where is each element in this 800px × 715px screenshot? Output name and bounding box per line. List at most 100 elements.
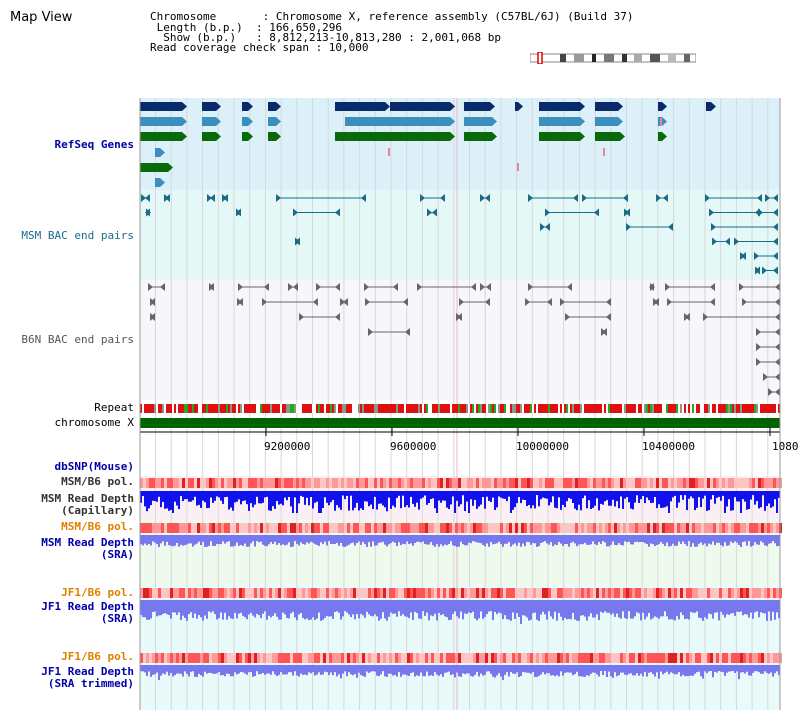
repeat-block <box>492 404 494 413</box>
dbsnp-label[interactable]: dbSNP(Mouse) <box>54 460 134 473</box>
gene-arrow <box>618 117 623 126</box>
polymorphism-cell <box>404 588 407 598</box>
polymorphism-cell <box>713 478 716 488</box>
depth-bar <box>542 535 544 543</box>
polymorphism-cell <box>497 478 500 488</box>
polymorphism-cell <box>269 523 272 533</box>
polymorphism-cell <box>716 653 719 663</box>
depth-bar <box>226 491 228 497</box>
polymorphism-cell <box>254 588 257 598</box>
depth-bar <box>736 600 738 612</box>
depth-bar <box>714 665 716 672</box>
polymorphism-cell <box>362 588 365 598</box>
msm-depth-capillary-label: MSM Read Depth (Capillary) <box>41 492 134 517</box>
depth-bar <box>732 665 734 671</box>
depth-bar <box>266 665 268 674</box>
depth-bar <box>486 600 488 615</box>
depth-bar <box>540 491 542 500</box>
b6n-bac-label[interactable]: B6N BAC end pairs <box>21 333 134 346</box>
bac-end <box>293 208 298 217</box>
polymorphism-cell <box>362 478 365 488</box>
polymorphism-cell <box>296 653 299 663</box>
polymorphism-cell <box>437 523 440 533</box>
depth-bar <box>298 491 300 504</box>
depth-bar <box>400 600 402 616</box>
polymorphism-cell <box>713 653 716 663</box>
depth-bar <box>326 600 328 616</box>
polymorphism-cell <box>230 478 233 488</box>
depth-bar <box>526 665 528 673</box>
repeat-block <box>712 404 714 413</box>
polymorphism-cell <box>203 653 206 663</box>
repeat-block <box>680 404 682 413</box>
depth-bar <box>468 600 470 613</box>
depth-bar <box>460 600 462 612</box>
polymorphism-cell <box>638 588 641 598</box>
msm-bac-label[interactable]: MSM BAC end pairs <box>21 229 134 242</box>
polymorphism-cell <box>533 653 536 663</box>
depth-bar <box>566 665 568 673</box>
depth-bar <box>332 665 334 676</box>
depth-bar <box>498 491 500 497</box>
depth-bar <box>236 600 238 619</box>
depth-bar <box>144 600 146 618</box>
depth-bar <box>636 491 638 496</box>
polymorphism-cell <box>737 653 740 663</box>
bac-end <box>656 194 661 202</box>
polymorphism-cell <box>284 653 287 663</box>
polymorphism-cell <box>173 653 176 663</box>
depth-bar <box>204 491 206 503</box>
polymorphism-cell <box>431 523 434 533</box>
jf1-pol-2-label: JF1/B6 pol. <box>61 650 134 663</box>
repeat-block <box>388 404 390 413</box>
polymorphism-cell <box>266 588 269 598</box>
polymorphism-cell <box>671 523 674 533</box>
bac-end <box>471 283 476 291</box>
repeat-block <box>186 404 188 413</box>
depth-bar <box>490 535 492 542</box>
depth-bar <box>466 600 468 614</box>
polymorphism-cell <box>239 588 242 598</box>
depth-bar <box>428 491 430 503</box>
depth-bar <box>768 665 770 674</box>
polymorphism-cell <box>509 653 512 663</box>
depth-bar <box>478 665 480 677</box>
polymorphism-cell <box>482 588 485 598</box>
repeat-block <box>576 404 578 413</box>
depth-bar <box>616 665 618 677</box>
polymorphism-cell <box>395 478 398 488</box>
chromosome-ideogram[interactable] <box>530 52 696 64</box>
polymorphism-cell <box>335 653 338 663</box>
depth-bar <box>750 535 752 547</box>
depth-bar <box>770 600 772 621</box>
bac-end <box>705 194 710 202</box>
polymorphism-cell <box>431 588 434 598</box>
depth-bar <box>472 665 474 677</box>
gene-feature <box>140 102 182 111</box>
depth-bar <box>720 665 722 672</box>
depth-bar <box>656 491 658 509</box>
polymorphism-cell <box>446 478 449 488</box>
refseq-label[interactable]: RefSeq Genes <box>54 138 134 151</box>
depth-bar <box>640 535 642 542</box>
bac-end <box>440 194 445 202</box>
depth-bar <box>464 600 466 614</box>
repeat-block <box>348 404 350 413</box>
depth-bar <box>314 665 316 676</box>
polymorphism-cell <box>686 478 689 488</box>
depth-bar <box>568 535 570 547</box>
repeat-block <box>444 404 446 413</box>
depth-bar <box>496 600 498 615</box>
polymorphism-cell <box>260 653 263 663</box>
depth-bar <box>140 535 142 545</box>
depth-bar <box>412 491 414 504</box>
polymorphism-cell <box>584 523 587 533</box>
depth-bar <box>658 665 660 679</box>
bac-end <box>295 237 300 246</box>
depth-bar <box>484 600 486 617</box>
polymorphism-cell <box>200 523 203 533</box>
depth-bar <box>504 665 506 675</box>
depth-bar <box>252 665 254 677</box>
repeat-block <box>678 404 680 413</box>
